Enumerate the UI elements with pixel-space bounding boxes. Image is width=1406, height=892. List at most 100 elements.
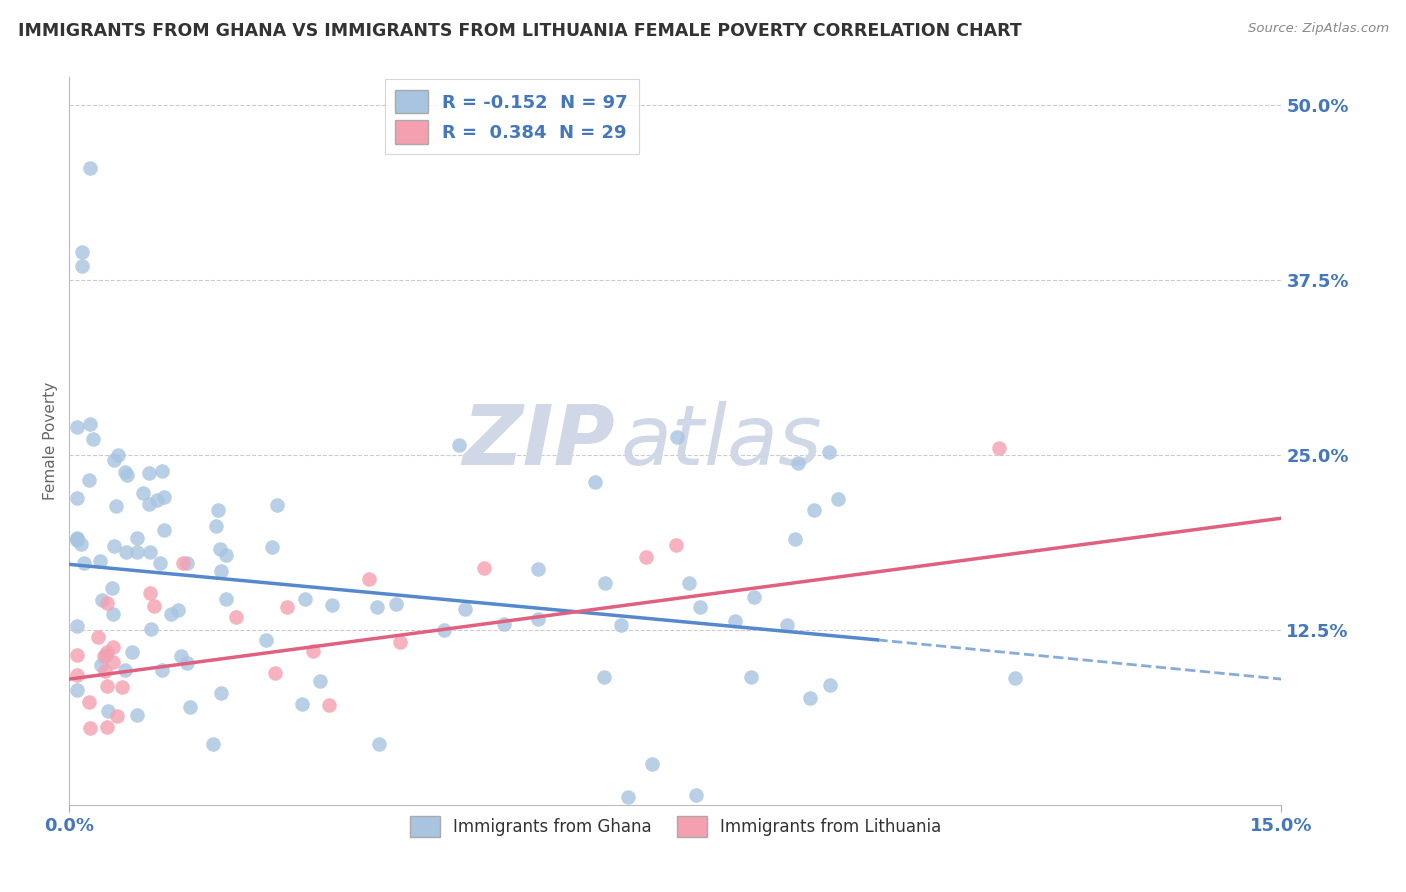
Point [66, 618, 89, 632]
Point [96, 596, 118, 610]
Point [94, 664, 117, 678]
Point [207, 503, 229, 517]
Point [260, 540, 283, 554]
Point [492, 617, 515, 632]
Point [96, 679, 118, 693]
Point [66, 491, 89, 506]
Point [89, 554, 111, 568]
Point [641, 756, 664, 771]
Point [153, 523, 176, 537]
Point [176, 557, 198, 571]
Point [276, 599, 298, 614]
Point [160, 607, 183, 622]
Y-axis label: Female Poverty: Female Poverty [44, 382, 58, 500]
Point [172, 556, 194, 570]
Point [264, 666, 287, 681]
Point [139, 545, 162, 559]
Point [107, 448, 129, 462]
Point [90, 593, 112, 607]
Point [82, 432, 104, 446]
Point [105, 709, 128, 723]
Point [211, 686, 233, 700]
Point [96, 720, 118, 734]
Point [818, 445, 841, 459]
Point [114, 545, 136, 559]
Point [93, 648, 115, 663]
Point [143, 599, 166, 614]
Point [66, 531, 89, 545]
Point [79, 417, 101, 431]
Point [146, 492, 169, 507]
Point [593, 670, 616, 684]
Point [97, 704, 120, 718]
Point [318, 698, 340, 713]
Point [121, 645, 143, 659]
Point [301, 644, 323, 658]
Point [170, 648, 193, 663]
Point [357, 572, 380, 586]
Point [69, 537, 91, 551]
Point [447, 438, 470, 452]
Point [827, 491, 849, 506]
Point [527, 562, 550, 576]
Point [66, 683, 89, 698]
Point [740, 670, 762, 684]
Point [1004, 672, 1026, 686]
Point [678, 575, 700, 590]
Point [86, 630, 108, 644]
Point [138, 586, 160, 600]
Point [666, 430, 689, 444]
Point [256, 633, 278, 648]
Point [321, 598, 343, 612]
Point [215, 592, 238, 607]
Point [786, 456, 808, 470]
Point [79, 721, 101, 735]
Point [70, 260, 93, 274]
Point [149, 557, 172, 571]
Point [125, 531, 148, 545]
Point [987, 441, 1010, 455]
Point [139, 622, 162, 636]
Point [617, 789, 640, 804]
Point [384, 598, 406, 612]
Text: IMMIGRANTS FROM GHANA VS IMMIGRANTS FROM LITHUANIA FEMALE POVERTY CORRELATION CH: IMMIGRANTS FROM GHANA VS IMMIGRANTS FROM… [18, 22, 1022, 40]
Point [176, 656, 198, 670]
Point [818, 678, 841, 692]
Point [742, 591, 765, 605]
Point [104, 499, 127, 513]
Point [208, 542, 231, 557]
Legend: Immigrants from Ghana, Immigrants from Lithuania: Immigrants from Ghana, Immigrants from L… [404, 809, 948, 844]
Point [114, 663, 136, 677]
Point [79, 161, 101, 176]
Point [776, 618, 799, 632]
Point [179, 700, 201, 714]
Point [527, 612, 550, 626]
Point [66, 420, 89, 434]
Point [583, 475, 606, 490]
Point [77, 473, 100, 487]
Point [291, 698, 314, 712]
Point [201, 737, 224, 751]
Point [103, 640, 125, 655]
Point [101, 581, 124, 595]
Point [66, 532, 89, 546]
Point [103, 607, 125, 622]
Point [152, 490, 174, 504]
Point [117, 468, 139, 483]
Point [636, 550, 658, 565]
Point [215, 548, 238, 562]
Point [96, 644, 118, 658]
Point [66, 648, 89, 662]
Point [367, 737, 389, 751]
Point [389, 635, 412, 649]
Text: ZIP: ZIP [463, 401, 614, 482]
Point [103, 453, 125, 467]
Point [77, 695, 100, 709]
Point [132, 485, 155, 500]
Text: Source: ZipAtlas.com: Source: ZipAtlas.com [1249, 22, 1389, 36]
Point [125, 545, 148, 559]
Point [152, 464, 174, 478]
Point [309, 674, 332, 689]
Point [454, 602, 477, 616]
Point [785, 533, 807, 547]
